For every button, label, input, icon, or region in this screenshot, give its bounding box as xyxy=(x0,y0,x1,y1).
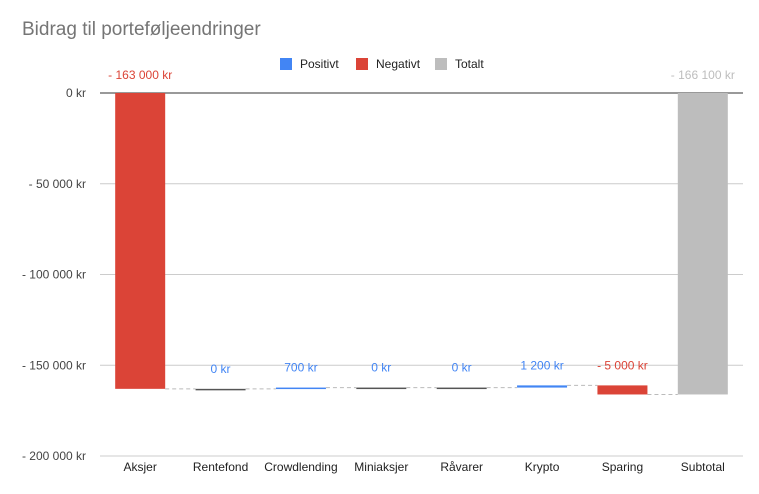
y-tick-label: - 200 000 kr xyxy=(22,449,86,463)
chart-title: Bidrag til porteføljeendringer xyxy=(22,19,261,40)
bar xyxy=(275,387,326,390)
legend: Positivt Negativt Totalt xyxy=(280,57,484,71)
legend-label: Negativt xyxy=(376,57,421,71)
bar xyxy=(436,387,487,390)
x-tick-label: Råvarer xyxy=(440,460,483,474)
bar xyxy=(677,93,728,395)
connector-lines xyxy=(165,384,678,395)
bar xyxy=(115,93,166,389)
x-axis: Aksjer Rentefond Crowdlending Miniaksjer Råv… xyxy=(124,460,725,474)
x-tick-label: Aksjer xyxy=(124,460,157,474)
data-label: - 166 100 kr xyxy=(671,68,735,82)
bar xyxy=(195,388,246,391)
x-tick-label: Miniaksjer xyxy=(354,460,408,474)
y-axis: 0 kr - 50 000 kr - 100 000 kr - 150 000 kr -… xyxy=(22,86,86,463)
y-tick-label: - 50 000 kr xyxy=(29,177,86,191)
y-tick-label: - 100 000 kr xyxy=(22,268,86,282)
bar xyxy=(356,387,407,390)
legend-swatch xyxy=(356,58,368,70)
bar xyxy=(597,385,648,395)
bar xyxy=(517,385,568,388)
x-tick-label: Crowdlending xyxy=(264,460,337,474)
legend-label: Positivt xyxy=(300,57,339,71)
data-label: - 163 000 kr xyxy=(108,68,172,82)
x-tick-label: Krypto xyxy=(525,460,560,474)
bars xyxy=(115,93,728,395)
data-label: 700 kr xyxy=(284,361,317,375)
x-tick-label: Subtotal xyxy=(681,460,725,474)
gridlines xyxy=(100,92,743,457)
y-tick-label: - 150 000 kr xyxy=(22,358,86,372)
data-label: 0 kr xyxy=(452,361,472,375)
data-label: 0 kr xyxy=(371,361,391,375)
x-tick-label: Sparing xyxy=(602,460,643,474)
data-label: 0 kr xyxy=(211,362,231,376)
y-tick-label: 0 kr xyxy=(66,86,86,100)
data-label: 1 200 kr xyxy=(520,358,563,372)
data-label: - 5 000 kr xyxy=(597,358,648,372)
legend-swatch xyxy=(435,58,447,70)
data-labels: - 163 000 kr 0 kr 700 kr 0 kr 0 kr 1 200 kr - … xyxy=(108,68,735,376)
legend-label: Totalt xyxy=(455,57,484,71)
legend-swatch xyxy=(280,58,292,70)
x-tick-label: Rentefond xyxy=(193,460,248,474)
